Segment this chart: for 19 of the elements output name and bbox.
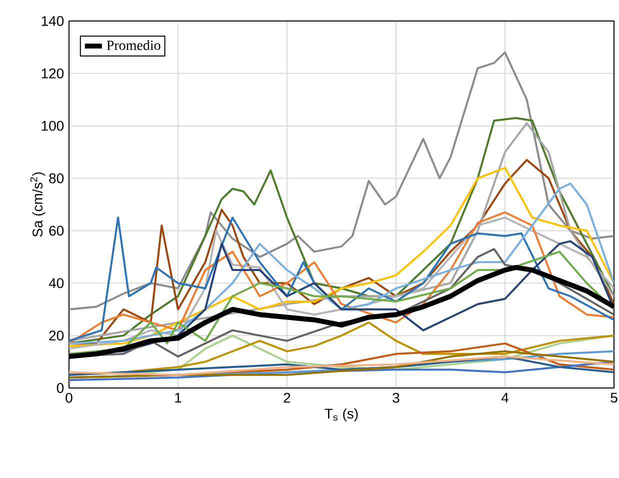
y-tick-label: 20 [49,330,64,341]
y-tick-label: 120 [42,68,64,78]
y-axis-title: Sa (cm/s$^{2}$) [30,172,46,237]
x-tick-label: 4 [501,392,508,402]
line-series [69,350,614,379]
x-tick-label: 0 [66,392,72,403]
y-tick-label: 80 [49,173,64,184]
y-tick-label: 100 [42,120,64,131]
x-tick-label: 1 [175,392,182,402]
line-series [69,51,614,310]
x-tick-label: 5 [610,392,618,403]
y-tick-label: 0 [56,383,64,393]
y-tick-label: 40 [48,278,64,288]
x-axis-title: T$_{s}$ (s) [324,408,358,422]
x-tick-label: 3 [392,392,400,403]
legend-label: Promedio [106,40,160,50]
y-tick-label: 60 [49,226,64,236]
y-tick-label: 140 [42,16,64,26]
x-tick-label: 2 [284,392,290,403]
